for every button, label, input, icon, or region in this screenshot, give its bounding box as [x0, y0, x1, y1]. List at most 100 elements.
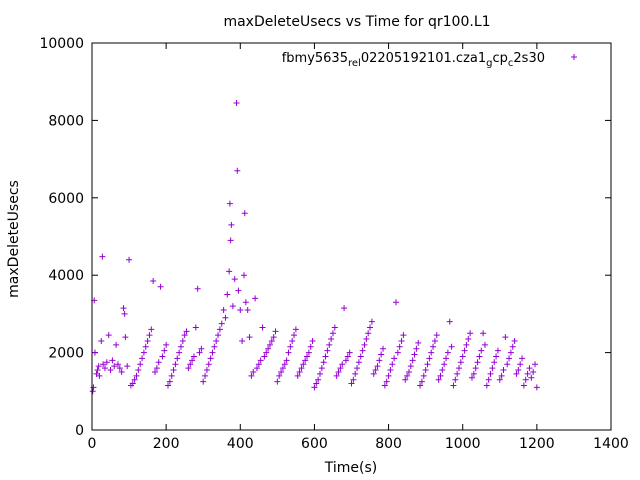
data-point [404, 372, 411, 379]
data-point [526, 365, 533, 372]
data-point [365, 330, 372, 337]
data-point [348, 380, 355, 387]
y-tick-label: 2000 [48, 346, 84, 362]
data-point [522, 376, 529, 383]
data-point [480, 330, 487, 337]
data-point [517, 361, 524, 368]
data-point [244, 307, 251, 314]
data-point [381, 382, 388, 389]
data-point [476, 353, 483, 360]
data-point [324, 347, 331, 354]
legend: fbmy5635rel02205192101.cza1gcpc2s30 [282, 51, 577, 69]
data-point [433, 332, 440, 339]
data-point [248, 372, 255, 379]
data-point [513, 370, 520, 377]
data-point [155, 359, 162, 366]
data-point [361, 341, 368, 348]
data-point [437, 372, 444, 379]
data-point [405, 368, 412, 375]
data-point [435, 376, 442, 383]
data-point [426, 355, 433, 362]
x-tick-label: 1000 [445, 436, 481, 452]
data-point [485, 376, 492, 383]
data-point [400, 332, 407, 339]
data-point [298, 365, 305, 372]
y-tick-label: 4000 [48, 268, 84, 284]
data-point [422, 367, 429, 374]
data-point [177, 343, 184, 350]
chart-title: maxDeleteUsecs vs Time for qr100.L1 [223, 14, 490, 30]
data-point [103, 359, 110, 366]
data-point [101, 365, 108, 372]
data-point [398, 337, 405, 344]
data-point [226, 200, 233, 207]
data-point [461, 347, 468, 354]
x-axis-label: Time(s) [324, 460, 377, 476]
data-point [213, 337, 220, 344]
data-point [289, 337, 296, 344]
data-point [489, 365, 496, 372]
data-point [118, 368, 125, 375]
data-point [481, 341, 488, 348]
data-point [140, 349, 147, 356]
data-point [207, 355, 214, 362]
data-point [328, 336, 335, 343]
data-point [235, 287, 242, 294]
data-point [279, 365, 286, 372]
data-point [176, 349, 183, 356]
x-tick-label: 600 [301, 436, 328, 452]
data-point [329, 330, 336, 337]
data-point [129, 380, 136, 387]
data-point [131, 376, 138, 383]
data-point [313, 380, 320, 387]
data-point [224, 291, 231, 298]
data-point [234, 167, 241, 174]
data-point [287, 343, 294, 350]
data-point [268, 337, 275, 344]
data-point [491, 359, 498, 366]
data-point [402, 376, 409, 383]
data-point [246, 334, 253, 341]
x-tick-label: 0 [88, 436, 97, 452]
data-point [146, 332, 153, 339]
data-point [185, 365, 192, 372]
data-point [483, 382, 490, 389]
data-point [532, 361, 539, 368]
data-point [220, 307, 227, 314]
data-point [454, 370, 461, 377]
data-point [342, 357, 349, 364]
data-point [359, 347, 366, 354]
data-point [457, 359, 464, 366]
data-point [120, 305, 127, 312]
data-point [392, 299, 399, 306]
data-point [252, 295, 259, 302]
data-point [233, 99, 240, 106]
data-point [202, 372, 209, 379]
data-point [331, 324, 338, 331]
data-point [89, 388, 96, 395]
data-point [239, 337, 246, 344]
data-point [502, 334, 509, 341]
x-tick-label: 400 [227, 436, 254, 452]
data-point [493, 353, 500, 360]
data-point [387, 367, 394, 374]
data-point [305, 349, 312, 356]
data-point [292, 326, 299, 333]
x-tick-label: 200 [153, 436, 180, 452]
legend-marker-symbol [571, 54, 577, 60]
data-point [511, 337, 518, 344]
data-point [278, 368, 285, 375]
data-point [200, 378, 207, 385]
data-point [341, 305, 348, 312]
data-point [439, 367, 446, 374]
data-point [209, 349, 216, 356]
data-point [496, 376, 503, 383]
data-point [229, 303, 236, 310]
data-point [509, 343, 516, 350]
data-point [478, 347, 485, 354]
data-point [418, 378, 425, 385]
data-point [474, 359, 481, 366]
data-point [519, 355, 526, 362]
data-point [326, 341, 333, 348]
